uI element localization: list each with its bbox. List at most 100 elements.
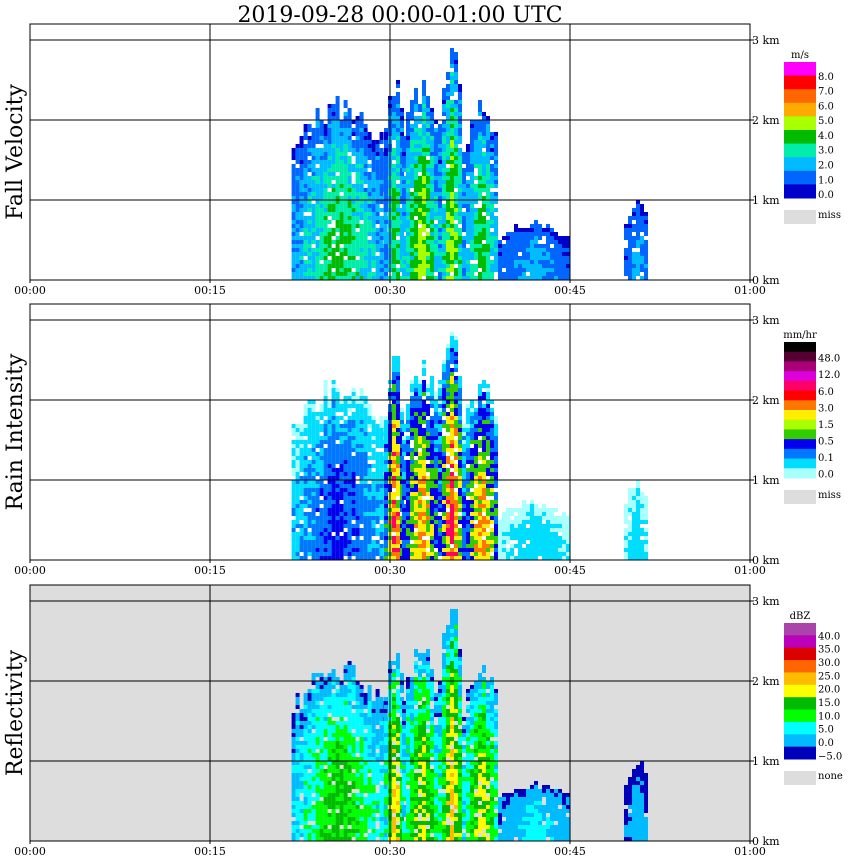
echo-cell	[514, 508, 518, 512]
echo-cell	[442, 108, 446, 112]
echo-cell	[414, 136, 418, 140]
echo-cell	[470, 232, 474, 236]
echo-cell	[562, 264, 566, 268]
echo-cell	[402, 188, 406, 192]
echo-cell	[311, 180, 316, 184]
echo-cell	[454, 400, 458, 404]
echo-cell	[339, 448, 344, 452]
echo-cell	[558, 524, 562, 528]
echo-cell	[450, 208, 454, 212]
echo-cell	[307, 440, 312, 444]
echo-cell	[494, 496, 498, 500]
echo-cell	[327, 476, 332, 480]
echo-cell	[628, 500, 632, 504]
echo-cell	[402, 236, 406, 240]
echo-cell	[363, 188, 368, 192]
echo-cell	[402, 556, 406, 560]
echo-cell	[319, 532, 324, 536]
echo-cell	[514, 236, 518, 240]
echo-cell	[442, 196, 446, 200]
echo-cell	[355, 452, 360, 456]
echo-cell	[546, 228, 550, 232]
echo-cell	[470, 520, 474, 524]
echo-cell	[454, 144, 458, 148]
echo-cell	[478, 176, 482, 180]
echo-cell	[327, 168, 332, 172]
echo-cell	[486, 240, 490, 244]
echo-cell	[384, 232, 388, 236]
echo-cell	[396, 272, 400, 276]
echo-cell	[632, 552, 636, 556]
echo-cell	[632, 268, 636, 272]
echo-cell	[359, 404, 364, 408]
echo-cell	[438, 468, 442, 472]
echo-cell	[347, 196, 352, 200]
echo-cell	[470, 160, 474, 164]
echo-cell	[339, 496, 344, 500]
echo-cell	[384, 504, 388, 508]
echo-cell	[323, 396, 328, 400]
echo-cell	[327, 552, 332, 556]
echo-cell	[482, 476, 486, 480]
echo-cell	[327, 556, 332, 560]
echo-cell	[446, 112, 450, 116]
echo-cell	[311, 272, 316, 276]
echo-cell	[315, 552, 320, 556]
echo-cell	[384, 140, 388, 144]
echo-cell	[315, 556, 320, 560]
echo-cell	[506, 236, 510, 240]
echo-cell	[392, 156, 396, 160]
echo-cell	[299, 809, 304, 813]
echo-cell	[351, 444, 356, 448]
echo-cell	[466, 448, 470, 452]
echo-cell	[307, 144, 312, 148]
echo-cell	[526, 260, 530, 264]
echo-cell	[494, 492, 498, 496]
echo-cell	[514, 272, 518, 276]
echo-cell	[347, 488, 352, 492]
echo-cell	[446, 236, 450, 240]
echo-cell	[347, 208, 352, 212]
echo-cell	[526, 232, 530, 236]
echo-cell	[470, 472, 474, 476]
echo-cell	[291, 837, 296, 841]
echo-cell	[624, 528, 628, 532]
echo-cell	[530, 548, 534, 552]
echo-cell	[384, 500, 388, 504]
echo-cell	[392, 400, 396, 404]
echo-cell	[299, 424, 304, 428]
echo-cell	[442, 208, 446, 212]
echo-cell	[327, 508, 332, 512]
echo-cell	[426, 508, 430, 512]
echo-cell	[396, 376, 400, 380]
echo-cell	[458, 128, 462, 132]
echo-cell	[343, 524, 348, 528]
echo-cell	[406, 452, 410, 456]
echo-cell	[446, 144, 450, 148]
echo-cell	[502, 512, 506, 516]
echo-cell	[396, 108, 400, 112]
echo-cell	[470, 536, 474, 540]
echo-cell	[628, 508, 632, 512]
echo-cell	[307, 252, 312, 256]
echo-cell	[339, 160, 344, 164]
echo-cell	[518, 548, 522, 552]
echo-cell	[422, 128, 426, 132]
echo-cell	[367, 192, 372, 196]
echo-cell	[640, 252, 644, 256]
echo-cell	[307, 216, 312, 220]
echo-cell	[367, 456, 372, 460]
echo-cell	[335, 544, 340, 548]
echo-cell	[299, 821, 304, 825]
echo-cell	[319, 436, 324, 440]
echo-cell	[355, 248, 360, 252]
echo-cell	[530, 520, 534, 524]
echo-cell	[295, 208, 300, 212]
echo-cell	[438, 208, 442, 212]
echo-cell	[375, 440, 380, 444]
echo-cell	[494, 516, 498, 520]
echo-cell	[363, 404, 368, 408]
echo-cell	[351, 220, 356, 224]
echo-cell	[406, 208, 410, 212]
echo-cell	[446, 100, 450, 104]
